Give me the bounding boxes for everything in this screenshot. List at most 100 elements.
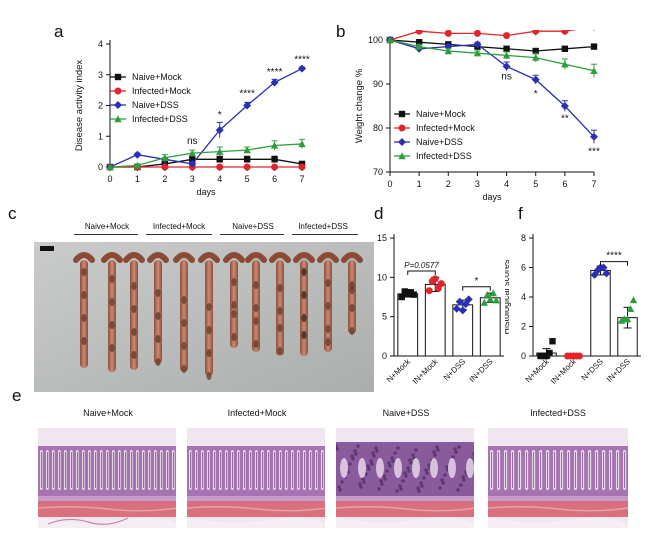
inflammatory-cell (441, 481, 445, 485)
inflammatory-cell (385, 469, 389, 473)
x-axis-label: days (482, 192, 502, 202)
colon-pellet (325, 338, 331, 346)
colon-tissue (293, 252, 315, 263)
crypt (448, 458, 456, 478)
data-point (216, 156, 223, 163)
series-line (109, 143, 303, 168)
inflammatory-cell (436, 448, 440, 452)
inflammatory-cell (407, 469, 411, 473)
x-tick-label: 3 (190, 174, 195, 184)
colon-pellet (81, 291, 87, 299)
data-point (386, 36, 394, 44)
y-tick-label: 1 (98, 131, 103, 141)
data-point (243, 146, 251, 154)
colon-pellet (277, 307, 283, 315)
inflammatory-cell (362, 480, 366, 484)
colon-tissue (147, 252, 169, 263)
colon-pellet (231, 310, 237, 318)
legend-marker (114, 101, 122, 109)
colon-pellet (253, 281, 259, 289)
bar (424, 283, 446, 357)
inflammatory-cell (390, 456, 394, 460)
inflammatory-cell (432, 450, 436, 454)
series-infected-dss (106, 138, 306, 171)
inflammatory-cell (433, 453, 437, 457)
data-point (561, 30, 569, 35)
photo-group-label: Naive+DSS (232, 222, 274, 231)
x-tick-label: 2 (162, 174, 167, 184)
panel-letter-c: c (8, 204, 17, 223)
photo-group-label: Infected+DSS (298, 222, 348, 231)
y-tick-label: 100 (368, 35, 383, 45)
x-tick-label: 7 (591, 179, 596, 189)
colon-pellet (277, 284, 283, 292)
data-point (531, 75, 540, 84)
x-tick-label: 0 (107, 174, 112, 184)
data-point (626, 305, 635, 312)
data-point (492, 296, 500, 304)
data-point (444, 47, 452, 55)
data-point (502, 62, 511, 71)
data-point (486, 295, 494, 303)
data-point (188, 159, 197, 168)
legend-marker (114, 87, 122, 95)
inflammatory-cell (336, 447, 339, 451)
data-point (298, 140, 306, 148)
inflammatory-cell (377, 487, 381, 491)
inflammatory-cell (367, 467, 371, 471)
data-point (503, 45, 510, 52)
histology-image-naive-dss (336, 428, 474, 528)
data-point (549, 338, 556, 345)
data-point (452, 304, 461, 313)
inflammatory-cell (372, 454, 376, 458)
inflammatory-cell (337, 485, 341, 489)
inflammatory-cell (420, 484, 424, 488)
inflammatory-cell (445, 465, 449, 469)
colon-tissue (198, 252, 220, 263)
y-axis-label: Histological scores (505, 259, 511, 335)
data-point (602, 269, 611, 278)
histology-label: Naive+Mock (83, 408, 133, 418)
inflammatory-cell (399, 487, 403, 491)
colon-tissue (300, 260, 308, 356)
panel-letter-a: a (54, 22, 64, 41)
bar (397, 293, 419, 357)
colon-tissue (173, 252, 195, 263)
significance-label: * (475, 276, 479, 287)
data-point (629, 296, 638, 304)
muscle-fiber (488, 505, 628, 512)
colon-tissue (123, 252, 145, 263)
inflammatory-cell (380, 482, 384, 486)
series-line (389, 39, 595, 52)
inflammatory-cell (438, 486, 442, 490)
x-tick-label: 4 (217, 174, 222, 184)
inflammatory-cell (348, 462, 352, 466)
histology-image-infected-mock (187, 428, 325, 528)
x-tick-label: 6 (562, 179, 567, 189)
data-point (590, 132, 598, 141)
submucosa (488, 496, 628, 501)
data-point (161, 163, 169, 171)
data-point (425, 287, 433, 295)
colon-tissue (101, 252, 123, 263)
panel-letter-d: d (374, 204, 384, 223)
colon-pellet (109, 344, 115, 352)
significance-label: ns (187, 136, 198, 147)
bar (479, 297, 501, 357)
data-point (561, 45, 569, 52)
inflammatory-cell (351, 457, 355, 461)
colon-pellet (349, 304, 355, 312)
panel-letter-f: f (518, 204, 523, 223)
y-axis-label: Weight change % (354, 68, 365, 143)
inflammatory-cell (456, 488, 460, 492)
data-point (483, 290, 491, 298)
data-point (560, 102, 569, 110)
colon-pellet (81, 337, 87, 345)
submucosa (38, 496, 176, 501)
y-tick-label: 0 (98, 162, 103, 172)
legend-marker (398, 124, 406, 132)
inflammatory-cell (406, 466, 410, 470)
inflammatory-cell (425, 471, 429, 475)
y-tick-label: 80 (373, 123, 383, 133)
x-tick-label: 1 (135, 174, 140, 184)
